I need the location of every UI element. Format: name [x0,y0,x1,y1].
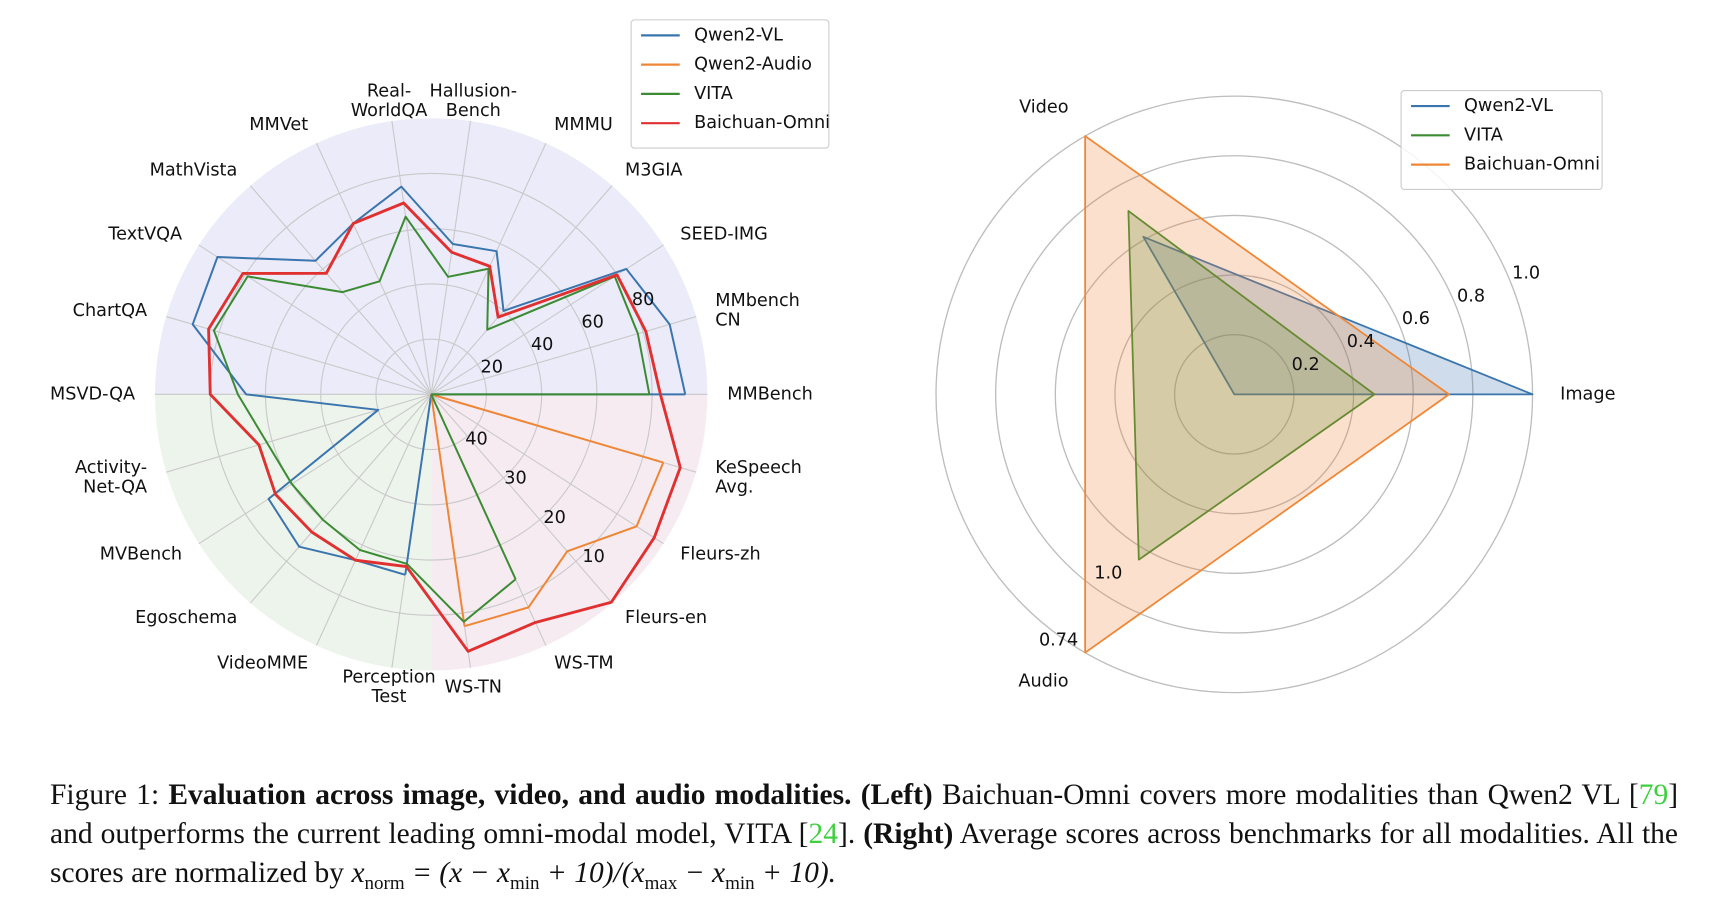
series-line [212,215,651,623]
axis-label: MVBench [100,544,182,564]
legend-box [1400,90,1603,190]
axis-label: Video [1019,97,1068,117]
sector-background [155,394,432,671]
caption-title: Evaluation across image, video, and audi… [168,779,852,811]
spoke [315,142,432,395]
r2-tick-label: 30 [504,469,526,489]
series-line [1127,210,1376,561]
r-tick-label: 40 [531,335,553,355]
spoke [430,185,613,395]
formula-part: x [351,857,365,889]
r-tick-label: 0.4 [1347,332,1375,352]
center-connector [430,393,517,580]
axis-label: ChartQA [73,301,148,321]
caption-text: ]. [838,818,856,850]
formula: xnorm = (x − xmin + 10)/(xmax − xmin + 1… [351,857,837,894]
legend-label: Qwen2-VL [694,25,783,45]
r2-tick-label: 40 [465,430,487,450]
caption-text: Baichuan-Omni covers more modalities tha… [941,779,1639,811]
spoke [166,393,432,473]
axis-label: MathVista [150,161,238,181]
axis-label: M3GIA [625,161,682,181]
legend-label: VITA [1464,125,1503,145]
annotation: 0.74 [1039,631,1078,651]
axis-label: SEED-IMG [680,224,768,244]
figure: 20 40 60 80 40 30 20 10 MMBench MMbench CN SEED-IMG… [50,19,1615,707]
r-tick-label: 1.0 [1512,263,1540,283]
axis-label: Real-WorldQA [351,82,428,121]
citation[interactable]: 24 [808,818,839,850]
axis-label: Activity-Net-QA [75,458,147,497]
spoke [430,393,613,604]
r2-tick-label: 10 [582,547,604,567]
axis-label: Audio [1018,671,1068,691]
legend-label: VITA [694,84,733,104]
spoke [249,393,432,604]
r-tick-label: 20 [481,357,503,377]
axis-label: WS-TM [554,654,613,674]
formula-sub: min [725,872,755,894]
spoke [431,316,697,395]
axis-label: WS-TN [445,677,502,697]
formula-sub: min [509,872,540,894]
axis-label: MSVD-QA [50,384,135,404]
caption-tag: (Right) [863,818,954,850]
axis-label: Fleurs-zh [680,544,760,564]
spoke [166,316,432,395]
axis-label: MMMU [554,115,613,135]
formula-part: − x [677,857,726,889]
center-connector [430,394,466,627]
center-connector [404,394,433,575]
spoke [315,394,432,646]
caption-text: Average scores across benchmarks for all… [50,818,1678,889]
axis-label: Fleurs-en [625,608,707,628]
legend-box [630,19,830,149]
r2-tick-label: 20 [543,508,565,528]
spoke [391,120,432,395]
series-line [207,201,682,653]
spoke [430,393,664,545]
formula-part: + 10)/(x [539,857,645,889]
spoke [198,393,432,545]
center-connector [430,393,664,464]
r-tick-label: 0.8 [1457,286,1485,306]
axis-label: MMVet [249,115,308,135]
sector-background [155,118,708,395]
legend-label: Baichuan-Omni [1464,155,1600,175]
formula-part: + 10). [754,857,837,889]
series-line [1084,135,1450,654]
axis-label: Image [1560,384,1615,404]
citation[interactable]: 79 [1638,779,1669,811]
formula-sub: max [644,872,678,894]
caption-text: ] and outperforms the current leading om… [50,779,1679,850]
r-tick-label: 0.6 [1402,309,1430,329]
spoke [198,244,432,395]
r-tick-label: 60 [581,312,603,332]
legend-label: Qwen2-Audio [694,55,812,75]
axis-label: VideoMME [217,654,308,674]
axis-label: MMBench [727,384,813,404]
r-tick-label: 80 [632,290,654,310]
series-line [464,462,665,628]
axis-label: Egoschema [135,608,237,628]
sector-background [431,394,708,671]
axis-label: Perception Test [342,668,435,707]
caption: Figure 1: Evaluation across image, video… [50,776,1678,903]
formula-part: = (x − x [404,857,510,889]
r-tick-label: 0.2 [1292,355,1320,375]
spoke [430,120,472,395]
legend-label: Qwen2-VL [1464,96,1553,116]
caption-label: Figure 1: [50,779,160,811]
caption-tag: (Left) [860,779,933,811]
axis-label: TextVQA [107,224,182,244]
axis-label: MMbench CN [715,291,800,330]
axis-label: KeSpeech Avg. [715,458,802,497]
annotation: 1.0 [1094,563,1122,583]
series-line [191,185,687,576]
spoke [249,185,432,395]
formula-sub: norm [364,872,405,894]
axis-label: Hallusion-Bench [430,82,518,121]
legend-label: Baichuan-Omni [694,113,830,133]
